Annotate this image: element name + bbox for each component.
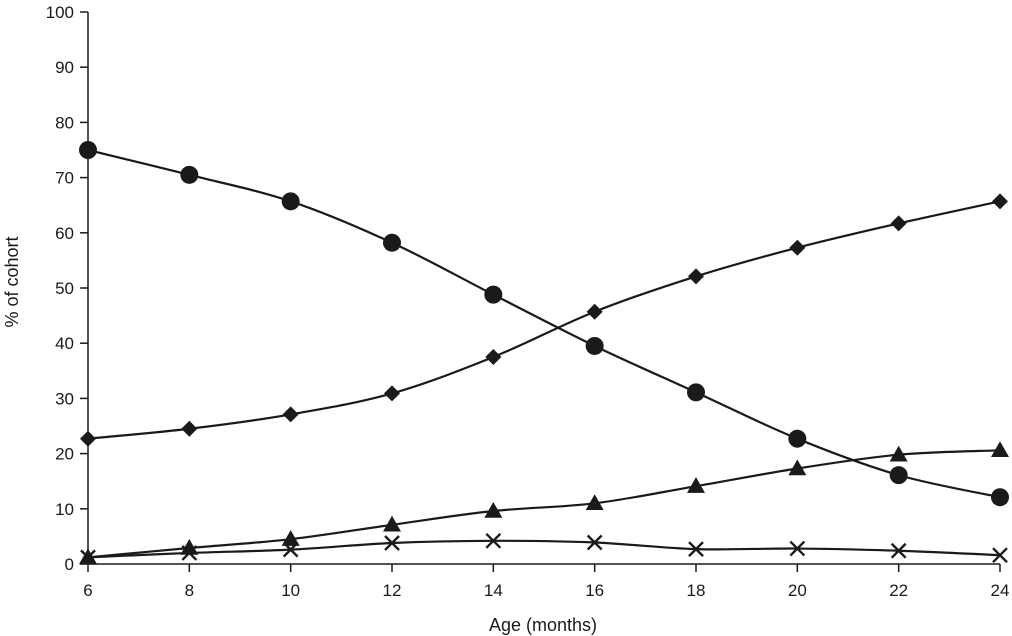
series-line-cross [87, 539, 1001, 559]
data-point-diamond [181, 420, 198, 437]
x-tick-label: 18 [687, 581, 706, 600]
data-point-circle [79, 141, 97, 159]
x-tick-label: 24 [991, 581, 1010, 600]
series-line-triangle [87, 449, 1001, 559]
y-tick-label: 60 [55, 224, 74, 243]
data-point-cross [282, 541, 299, 558]
x-tick-label: 12 [383, 581, 402, 600]
series-line-circle [87, 148, 1001, 499]
data-point-circle [484, 285, 503, 304]
y-tick-label: 10 [55, 500, 74, 519]
y-tick-label: 0 [65, 555, 74, 574]
data-point-diamond [282, 406, 299, 423]
data-point-cross [586, 534, 603, 551]
y-tick-label: 100 [46, 3, 74, 22]
data-point-cross [992, 547, 1008, 564]
x-axis: 6 8 10 12 14 16 18 20 22 24 [83, 563, 1010, 600]
data-point-circle [281, 192, 300, 211]
y-tick-label: 40 [55, 334, 74, 353]
data-point-diamond [789, 239, 806, 256]
data-point-cross [789, 540, 806, 557]
data-point-circle [788, 429, 807, 448]
y-axis: 0 10 20 30 40 50 60 70 80 90 100 [46, 3, 89, 574]
y-axis-title: % of cohort [2, 236, 22, 327]
y-tick-label: 80 [55, 113, 74, 132]
data-point-cross [890, 542, 907, 559]
data-point-diamond [586, 303, 603, 320]
data-point-circle [991, 488, 1009, 507]
data-point-triangle [991, 441, 1009, 458]
x-tick-label: 10 [281, 581, 300, 600]
data-point-cross [384, 535, 400, 551]
data-point-diamond [384, 385, 400, 402]
data-point-triangle [281, 530, 300, 546]
x-tick-label: 22 [889, 581, 908, 600]
x-tick-label: 8 [185, 581, 194, 600]
x-tick-label: 16 [585, 581, 604, 600]
y-tick-label: 70 [55, 169, 74, 188]
data-point-triangle [788, 459, 807, 476]
x-axis-title: Age (months) [489, 615, 597, 635]
data-point-diamond [688, 268, 704, 285]
series-lines [87, 148, 1001, 559]
data-point-circle [687, 383, 705, 402]
data-point-triangle [383, 515, 401, 532]
data-point-cross [485, 532, 502, 549]
data-point-triangle [585, 494, 604, 511]
data-point-diamond [992, 193, 1008, 210]
series-line-diamond [87, 200, 1001, 440]
data-point-cross [688, 541, 704, 557]
data-point-circle [180, 165, 199, 184]
data-point-diamond [890, 215, 907, 232]
data-point-triangle [484, 502, 503, 518]
y-tick-label: 90 [55, 58, 74, 77]
data-point-circle [585, 336, 604, 355]
y-tick-label: 20 [55, 445, 74, 464]
x-tick-label: 14 [484, 581, 503, 600]
y-tick-label: 30 [55, 389, 74, 408]
data-point-cross [181, 545, 198, 561]
data-point-circle [889, 466, 908, 485]
data-point-cross [80, 549, 96, 566]
x-tick-label: 20 [788, 581, 807, 600]
y-tick-label: 50 [55, 279, 74, 298]
data-point-circle [383, 233, 401, 252]
data-point-triangle [687, 477, 705, 493]
data-point-triangle [889, 445, 908, 462]
x-tick-label: 6 [83, 581, 92, 600]
series-markers [79, 141, 1009, 566]
data-point-diamond [485, 349, 502, 365]
data-point-diamond [80, 430, 96, 447]
data-point-triangle [180, 538, 199, 555]
